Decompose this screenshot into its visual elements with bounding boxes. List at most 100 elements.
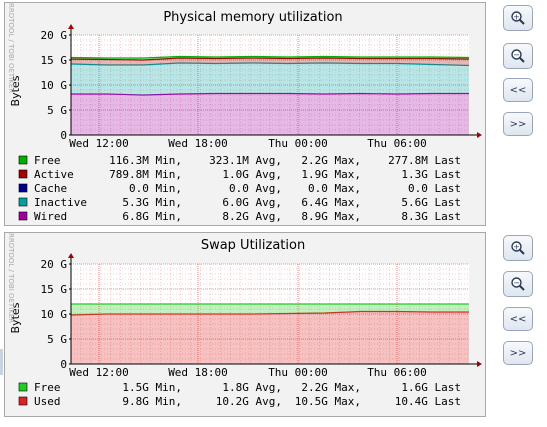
legend-avg: 10.2G Avg, [216, 395, 282, 408]
x-axis-arrow [477, 361, 482, 367]
memory-zoom-in-button[interactable]: + [503, 5, 533, 31]
swap-graph: Swap Utilization Bytes 0 5 G 10 G 15 G 20 G W… [9, 238, 482, 408]
legend-max: 2.2G Max, [301, 154, 361, 167]
legend: Free 1.5G Min, 1.8G Avg, 2.2G Max, 1.6G Last… [18, 381, 461, 408]
legend-avg: 1.0G Avg, [222, 168, 282, 181]
legend-last: 5.6G Last [401, 196, 461, 209]
x-tick-label: Thu 06:00 [367, 366, 427, 379]
series-line-used [70, 310, 469, 316]
legend-max: 6.4G Max, [301, 196, 361, 209]
x-tick-label: Wed 18:00 [168, 366, 228, 379]
chart-title: Physical memory utilization [163, 10, 342, 25]
legend-max: 8.9G Max, [301, 210, 361, 223]
swap-forward-button[interactable]: >> [503, 341, 533, 365]
back-label: << [509, 313, 527, 325]
legend-min: 6.8G Min, [122, 210, 182, 223]
legend-name: Active [34, 168, 74, 181]
legend-last: 1.6G Last [401, 381, 461, 394]
y-tick-label: 15 G [41, 283, 68, 296]
legend-min: 0.0 Min, [129, 182, 182, 195]
back-label: << [509, 84, 527, 96]
legend-last: 1.3G Last [401, 168, 461, 181]
legend-avg: 0.0 Avg, [229, 182, 282, 195]
y-tick-label: 0 [60, 358, 67, 371]
legend-swatch-free [18, 155, 28, 165]
y-tick-label: 5 G [47, 333, 67, 346]
x-tick-label: Thu 00:00 [268, 137, 328, 150]
axes: 0 5 G 10 G 15 G 20 G Wed 12:00 Wed 18:00 Thu 00… [41, 24, 482, 150]
swap-zoom-in-button[interactable]: + [503, 235, 533, 261]
legend-max: 2.2G Max, [301, 381, 361, 394]
legend-min: 116.3M Min, [109, 154, 182, 167]
y-tick-label: 5 G [47, 104, 67, 117]
series-line-free [70, 55, 470, 59]
memory-graph: Physical memory utilization Bytes 0 5 G 10… [9, 10, 482, 223]
y-axis-label: Bytes [9, 302, 22, 333]
legend-last: 277.8M Last [388, 154, 461, 167]
svg-text:+: + [513, 242, 520, 251]
y-tick-label: 20 G [41, 258, 68, 271]
legend-max: 10.5G Max, [295, 395, 361, 408]
svg-text:RRDTOOL / TOBI OETIKER: RRDTOOL / TOBI OETIKER [7, 233, 15, 323]
series-area-inactive [71, 63, 469, 95]
zoom-in-icon: + [511, 11, 525, 25]
legend-name: Free [34, 154, 61, 167]
memory-forward-button[interactable]: >> [503, 112, 533, 136]
legend-swatch-active [18, 169, 28, 179]
legend-name: Inactive [34, 196, 87, 209]
legend-avg: 6.0G Avg, [222, 196, 282, 209]
legend-min: 9.8G Min, [122, 395, 182, 408]
memory-zoom-out-button[interactable]: − [503, 43, 533, 69]
legend-name: Wired [34, 210, 67, 223]
legend-min: 1.5G Min, [122, 381, 182, 394]
swap-zoom-out-button[interactable]: − [503, 271, 533, 297]
legend-min: 5.3G Min, [122, 196, 182, 209]
y-tick-label: 10 G [41, 79, 68, 92]
series-line-active [70, 57, 470, 61]
y-axis-arrow [68, 253, 74, 258]
series-line-inactive [70, 62, 470, 67]
legend-swatch-used [18, 396, 28, 406]
series-area-used [71, 311, 469, 364]
rrdtool-watermark: RRDTOOL / TOBI OETIKER [7, 3, 15, 93]
zoom-in-icon: + [511, 241, 525, 255]
swap-back-button[interactable]: << [503, 307, 533, 331]
y-tick-label: 10 G [41, 308, 68, 321]
legend-last: 0.0 Last [408, 182, 461, 195]
legend-avg: 1.8G Avg, [222, 381, 282, 394]
zoom-out-icon: − [511, 49, 525, 63]
x-tick-label: Wed 18:00 [168, 137, 228, 150]
x-tick-label: Wed 12:00 [69, 137, 129, 150]
series-area-free [71, 304, 469, 315]
forward-label: >> [509, 347, 527, 359]
svg-text:RRDTOOL / TOBI OETIKER: RRDTOOL / TOBI OETIKER [7, 3, 15, 93]
y-axis-label: Bytes [9, 75, 22, 106]
window-edge-marker [0, 349, 3, 375]
memory-back-button[interactable]: << [503, 78, 533, 102]
plot-area [70, 303, 469, 364]
legend-max: 0.0 Max, [308, 182, 361, 195]
legend: Free 116.3M Min, 323.1M Avg, 2.2G Max, 277.8… [18, 154, 461, 223]
series-area-wired [71, 93, 469, 135]
axes: 0 5 G 10 G 15 G 20 G Wed 12:00 Wed 18:00 Thu 00… [41, 253, 482, 379]
legend-name: Used [34, 395, 61, 408]
svg-text:−: − [513, 50, 520, 59]
chart-title: Swap Utilization [201, 238, 305, 253]
legend-avg: 323.1M Avg, [209, 154, 282, 167]
zoom-out-icon: − [511, 277, 525, 291]
swap-graph-panel: Swap Utilization Bytes 0 5 G 10 G 15 G 20 G W… [4, 232, 486, 417]
x-tick-label: Wed 12:00 [69, 366, 129, 379]
y-tick-label: 0 [60, 129, 67, 142]
legend-last: 10.4G Last [395, 395, 461, 408]
legend-max: 1.9G Max, [301, 168, 361, 181]
legend-swatch-free [18, 382, 28, 392]
y-tick-label: 15 G [41, 54, 68, 67]
legend-avg: 8.2G Avg, [222, 210, 282, 223]
legend-last: 8.3G Last [401, 210, 461, 223]
legend-name: Cache [34, 182, 67, 195]
x-axis-arrow [477, 132, 482, 138]
legend-swatch-inactive [18, 197, 28, 207]
svg-text:+: + [513, 12, 520, 21]
memory-graph-panel: Physical memory utilization Bytes 0 5 G 10… [4, 2, 486, 226]
legend-name: Free [34, 381, 61, 394]
